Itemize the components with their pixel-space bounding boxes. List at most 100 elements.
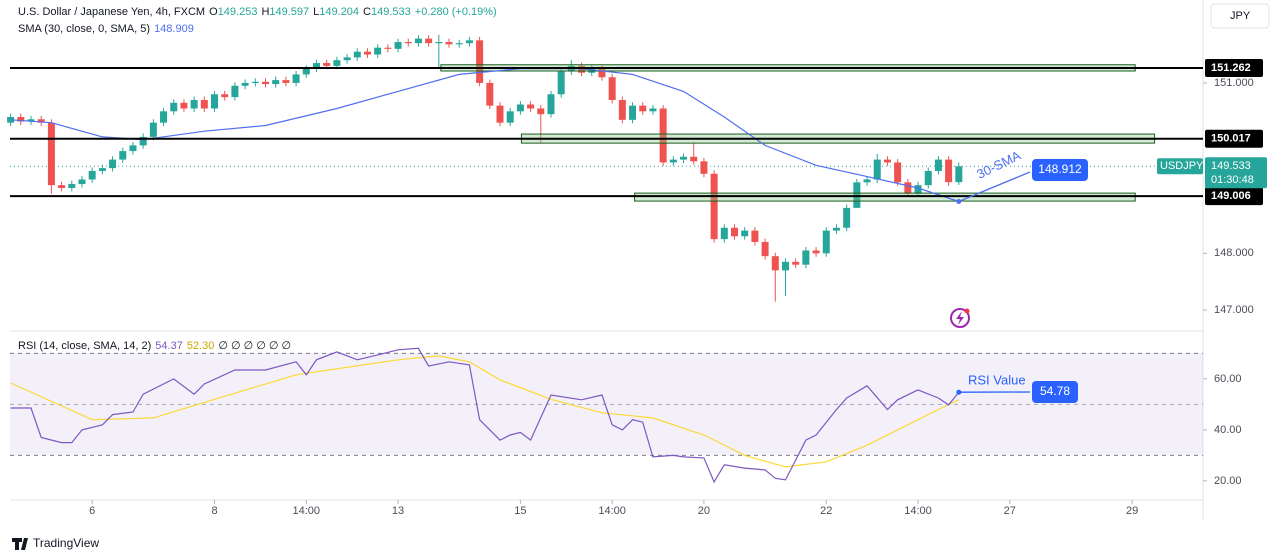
rsi-tick-label: 20.00 <box>1214 475 1242 487</box>
level-label-box <box>1205 129 1263 148</box>
x-tick-label: 20 <box>698 505 710 517</box>
level-label-box <box>1205 59 1263 78</box>
annotation-arrow <box>958 171 1031 203</box>
candle-body <box>873 159 881 180</box>
change: +0.280 (+0.19%) <box>414 6 497 18</box>
candle-body <box>160 111 168 123</box>
brand: TradingView <box>33 536 99 550</box>
candle-body <box>119 151 127 160</box>
y-tick-label: 148.000 <box>1214 247 1254 259</box>
candle-body <box>629 105 637 120</box>
candle-body <box>190 99 198 109</box>
rsi-label-box <box>1032 381 1078 403</box>
title: U.S. Dollar / Japanese Yen, 4h, FXCM <box>18 6 206 18</box>
candle-body <box>435 42 443 44</box>
candle-body <box>690 156 698 162</box>
event-icon[interactable] <box>950 308 970 328</box>
candle-body <box>843 207 851 228</box>
candle-body <box>853 182 861 208</box>
sma-legend: SMA (30, close, 0, SMA, 5) 148.909 <box>18 23 198 35</box>
candle-body <box>781 261 789 271</box>
candle-body <box>343 57 351 61</box>
candle-body <box>333 60 341 66</box>
candle-body <box>414 38 422 44</box>
event-icon <box>956 311 964 325</box>
ohlc-value: 149.533 <box>371 6 411 18</box>
candle-body <box>731 227 739 237</box>
rsi-ma-value: 52.30 <box>186 340 215 352</box>
y-tick-label: 147.000 <box>1214 304 1254 316</box>
candle-body <box>506 111 514 123</box>
candle-body <box>904 182 912 194</box>
ohlc-label: L <box>313 6 320 18</box>
candle-body <box>476 40 484 83</box>
brand-logo <box>12 538 28 550</box>
candle-body <box>58 185 66 189</box>
candle-body <box>741 230 749 237</box>
sma-value: 148.909 <box>154 23 194 35</box>
candle-body <box>211 94 219 109</box>
ohlc-label: C <box>363 6 371 18</box>
candle-body <box>312 63 320 69</box>
candle-body <box>455 43 463 45</box>
candle-body <box>404 42 412 44</box>
candle-body <box>17 117 25 122</box>
x-tick-label: 13 <box>392 505 404 517</box>
candle-body <box>231 85 239 98</box>
symbol: USDJPY <box>1160 160 1204 172</box>
candle-body <box>863 179 871 183</box>
ohlc-value: 149.253 <box>217 6 258 18</box>
rsi-legend: RSI (14, close, SMA, 14, 2) 54.37 52.30 ∅ ∅… <box>18 339 295 352</box>
candle-body <box>323 63 331 66</box>
candle-body <box>394 42 402 49</box>
candle-body <box>292 74 300 83</box>
candle-body <box>98 168 106 171</box>
currency[interactable]: JPY <box>1230 10 1251 22</box>
candle-body <box>282 80 290 83</box>
x-tick-label: 15 <box>514 505 526 517</box>
candle-body <box>221 94 229 98</box>
candle-body <box>598 68 606 78</box>
sma-label-box <box>1032 159 1088 181</box>
candle-body <box>537 108 545 115</box>
candle-body <box>720 227 728 240</box>
currency-button[interactable] <box>1210 3 1270 29</box>
x-tick-label: 14:00 <box>598 505 626 517</box>
candle-body <box>496 105 504 123</box>
symbol-box <box>1157 158 1203 175</box>
ohlc-value: 149.204 <box>319 6 360 18</box>
candle-body <box>618 99 626 120</box>
candle-body <box>771 256 779 271</box>
price-label: 149.533 <box>1211 160 1251 172</box>
x-tick-label: 29 <box>1126 505 1138 517</box>
candle-body <box>710 173 718 240</box>
header-legend: U.S. Dollar / Japanese Yen, 4h, FXCM O149… <box>18 6 501 18</box>
candle-body <box>659 108 667 163</box>
candle-body <box>802 250 810 265</box>
candle-body <box>353 51 361 58</box>
candle-body <box>170 102 178 112</box>
candle-body <box>68 184 76 189</box>
rsi-label: 54.78 <box>1040 384 1070 398</box>
rsi-tick-label: 40.00 <box>1214 424 1242 436</box>
candle-body <box>129 145 137 152</box>
price-box <box>1205 157 1267 189</box>
candle-body <box>680 156 688 160</box>
rsi-annotation: RSI Value <box>968 372 1026 387</box>
candle-body <box>149 122 157 137</box>
candle-body <box>425 38 433 44</box>
candle-body <box>384 47 392 49</box>
candle-body <box>914 185 922 194</box>
candle-body <box>527 104 535 109</box>
candle-body <box>700 161 708 174</box>
ohlc-value: 149.597 <box>269 6 310 18</box>
sma-name: SMA (30, close, 0, SMA, 5) <box>18 23 151 35</box>
sma-label: 148.912 <box>1038 162 1082 176</box>
candle-body <box>374 47 382 55</box>
rsi-tick-label: 60.00 <box>1214 373 1242 385</box>
candle-body <box>751 230 759 242</box>
candle-body <box>88 170 96 180</box>
candle-body <box>200 99 208 109</box>
rsi-line <box>10 347 960 484</box>
level-label-box <box>1205 187 1263 206</box>
